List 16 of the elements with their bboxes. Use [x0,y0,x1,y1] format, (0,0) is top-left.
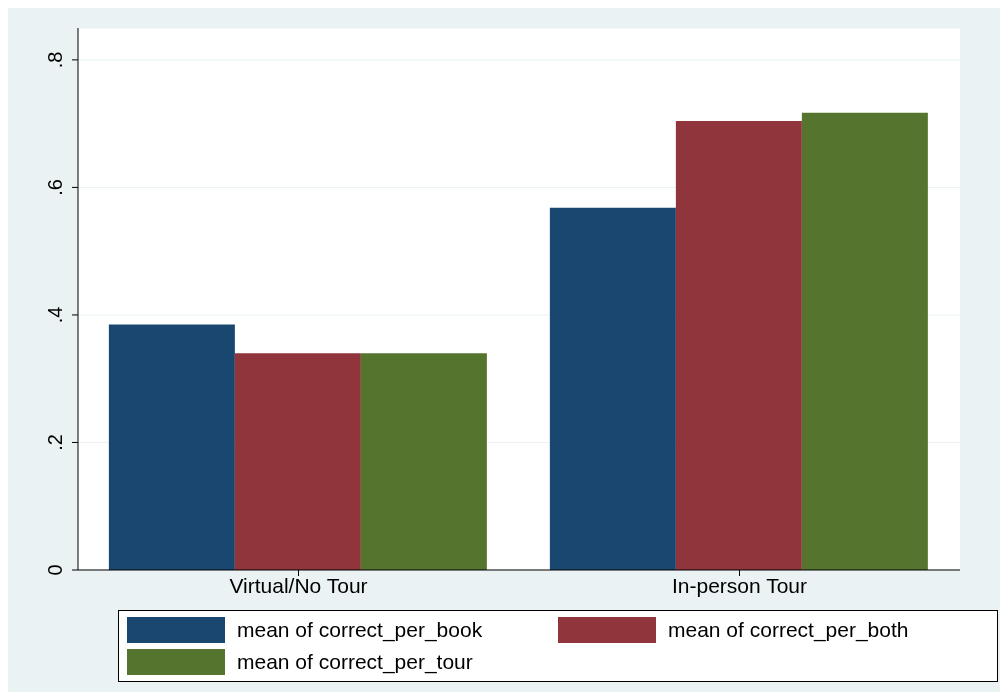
x-tick-label: In-person Tour [671,573,808,597]
y-tick-label: .4 [44,306,66,324]
bar [675,121,802,570]
bar [360,353,487,570]
legend-label: mean of correct_per_book [237,618,483,642]
x-tick-label: Virtual/No Tour [229,573,368,597]
legend-label: mean of correct_per_both [668,618,909,642]
legend-label: mean of correct_per_tour [237,650,473,674]
bar [108,324,235,570]
y-tick-label: .8 [44,51,66,69]
bar [801,112,928,570]
y-tick-label: .6 [44,179,66,196]
y-tick-label: .2 [44,434,66,451]
bar [549,207,676,570]
bar [234,353,361,570]
y-tick-label: 0 [44,564,66,576]
